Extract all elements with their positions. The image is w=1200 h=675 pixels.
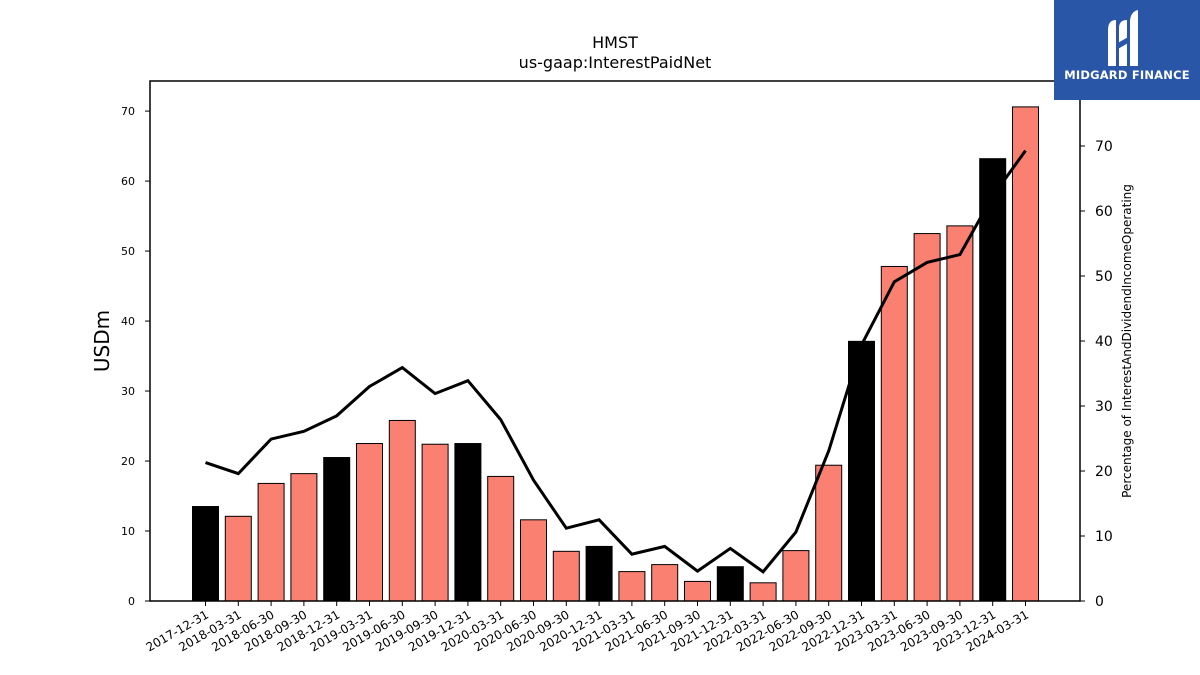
bar-2024-03-31: [1012, 106, 1039, 602]
bar-2022-12-31: [848, 340, 875, 602]
bar-2017-12-31: [192, 506, 219, 602]
bar-2020-03-31: [487, 475, 515, 602]
bar-2018-09-30: [290, 473, 318, 602]
line-layer: [205, 149, 1027, 574]
y2-tick-label: 20: [1095, 464, 1113, 480]
chart-subtitle: us-gaap:InterestPaidNet: [519, 53, 712, 72]
bar-2020-12-31: [585, 545, 613, 602]
y-tick-label: 60: [121, 175, 135, 188]
y2-tick-label: 0: [1095, 594, 1104, 610]
y-tick-label: 20: [121, 455, 135, 468]
chart-title: HMST: [592, 33, 638, 52]
bar-2022-03-31: [749, 582, 777, 602]
y-tick-label: 50: [121, 245, 135, 258]
bar-2023-12-31: [979, 158, 1007, 602]
logo-text: MIDGARD FINANCE: [1064, 68, 1190, 82]
y-tick-label: 30: [121, 385, 135, 398]
bar-2022-09-30: [815, 464, 843, 602]
y-tick-label: 40: [121, 315, 135, 328]
bar-2023-03-31: [880, 265, 908, 602]
bar-2020-09-30: [552, 550, 580, 602]
bar-2019-12-31: [454, 443, 482, 602]
bar-2021-09-30: [684, 580, 711, 602]
bar-2021-06-30: [651, 564, 679, 602]
bar-2023-06-30: [913, 233, 941, 602]
y2-tick-label: 70: [1095, 139, 1113, 155]
y2-tick-label: 30: [1095, 399, 1113, 415]
line-series: [205, 149, 1027, 574]
bar-2019-09-30: [421, 443, 449, 602]
y2-tick-label: 40: [1095, 334, 1113, 350]
y2-axis-label: Percentage of InterestAndDividendIncomeO…: [1120, 184, 1134, 498]
bars-layer: [192, 106, 1039, 602]
bar-2018-12-31: [323, 457, 351, 602]
bar-2018-03-31: [224, 515, 252, 602]
y-axis-label: USDm: [90, 310, 114, 372]
y-tick-label: 70: [121, 105, 135, 118]
y2-tick-label: 50: [1095, 269, 1113, 285]
bar-2021-12-31: [716, 566, 744, 602]
y2-tick-label: 60: [1095, 204, 1113, 220]
bar-2022-06-30: [782, 550, 810, 602]
bar-2021-03-31: [618, 571, 646, 602]
y-tick-label: 10: [121, 525, 135, 538]
bar-2018-06-30: [257, 482, 285, 602]
y2-tick-label: 10: [1095, 529, 1113, 545]
bar-2023-09-30: [946, 225, 974, 602]
brand-logo: MIDGARD FINANCE: [1054, 0, 1200, 100]
y-tick-label: 0: [128, 595, 135, 608]
bar-2020-06-30: [520, 519, 547, 602]
bar-2019-06-30: [388, 419, 416, 602]
midgard-logo-icon: [1108, 10, 1138, 66]
bar-2019-03-31: [356, 443, 383, 602]
